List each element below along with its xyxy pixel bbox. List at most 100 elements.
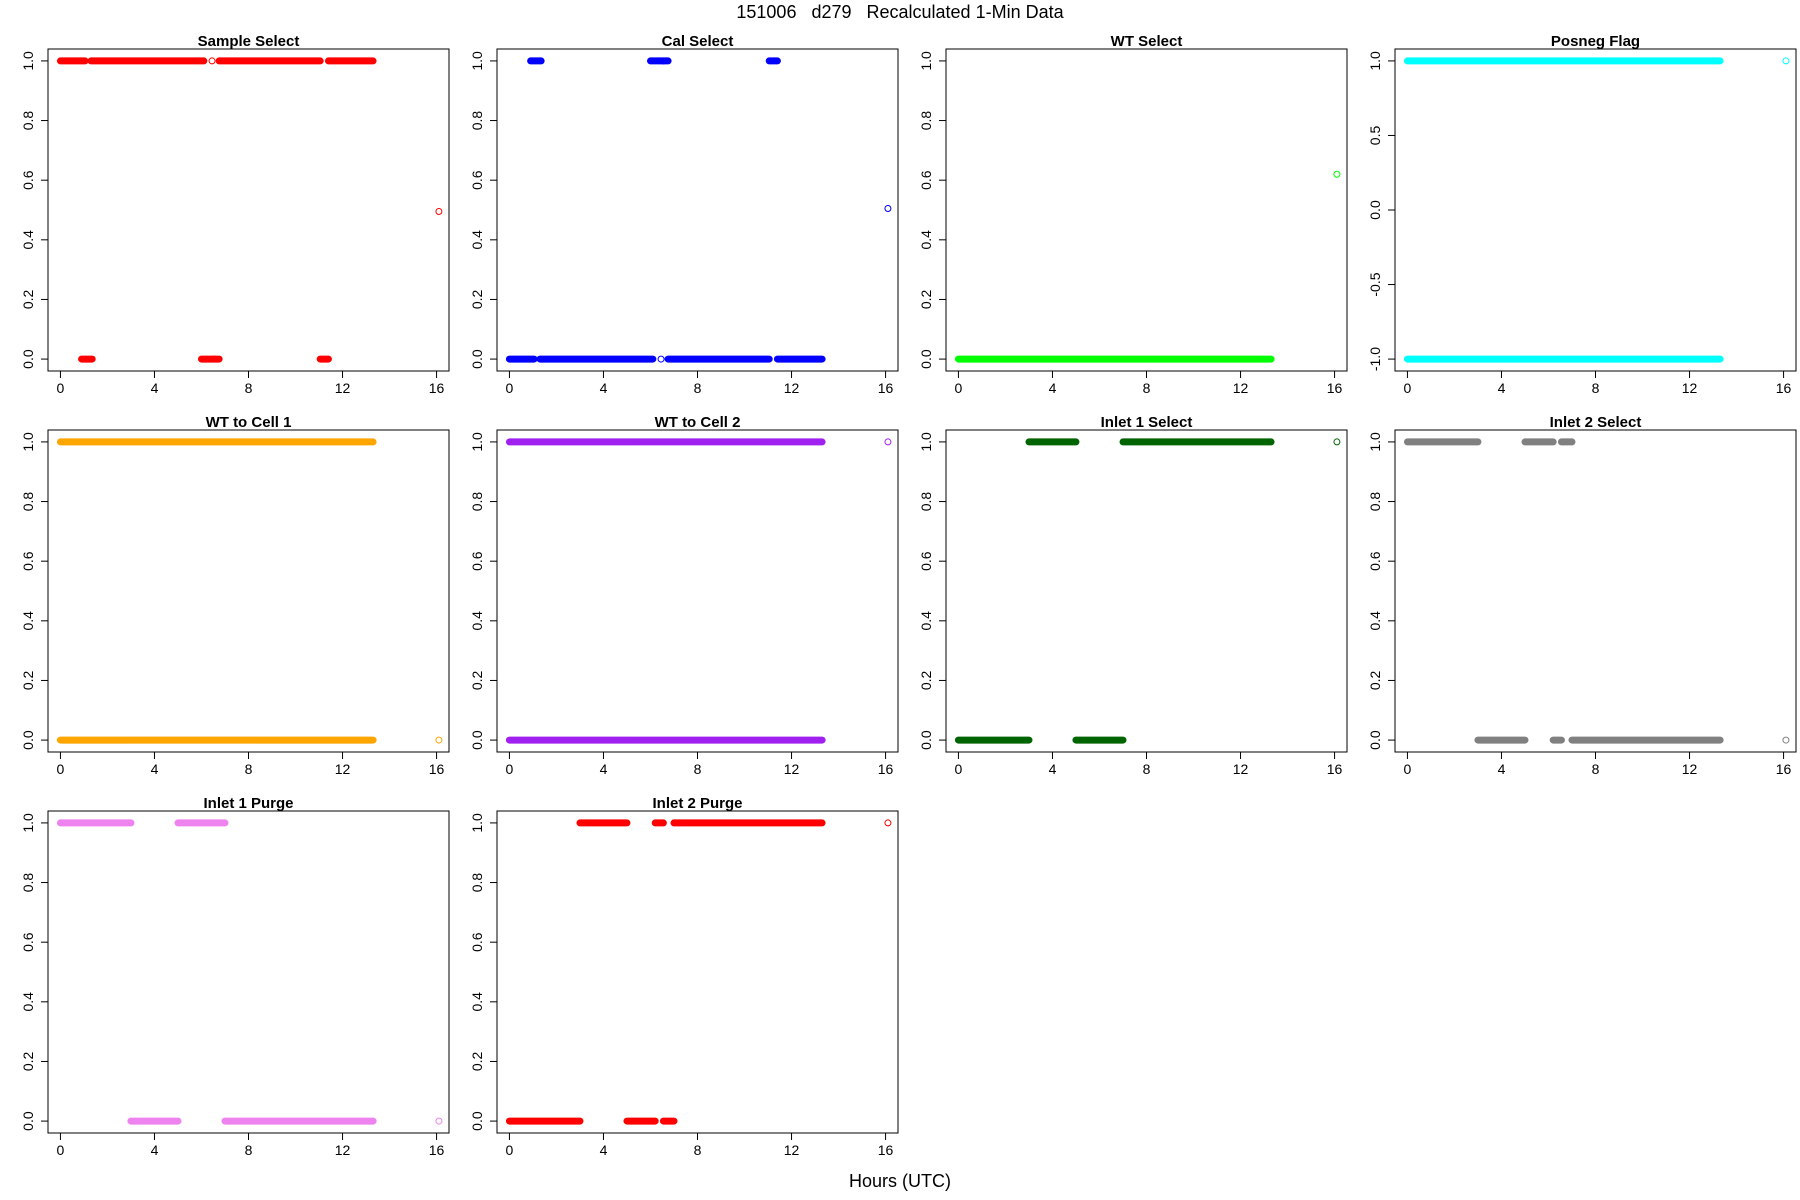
y-tick-label: 0.4 [918,611,934,631]
data-point [1333,170,1341,178]
y-tick-label: 1.0 [469,432,485,452]
y-tick-label: 0.0 [20,1111,36,1131]
y-tick-label: 0.4 [918,230,934,250]
y-tick-label: 0.2 [20,1052,36,1072]
y-tick-label: 0.4 [469,230,485,250]
y-tick-label: 0.2 [469,1052,485,1072]
x-tick-label: 12 [784,761,800,777]
x-tick-label: 16 [878,761,894,777]
panel-title: WT to Cell 2 [655,414,741,431]
y-tick-label: 0.8 [918,492,934,512]
panel-10: Inlet 2 Purge 0 4 8 12 16 0.0 0.2 0.4 0.6 0.8 1.0 [469,795,899,1158]
panel-title: Inlet 1 Purge [203,795,293,812]
x-tick-label: 4 [151,380,159,396]
x-tick-label: 16 [1776,761,1792,777]
data-point [435,1117,443,1125]
x-tick-label: 8 [694,761,702,777]
x-tick-label: 0 [506,1142,514,1158]
data-point [659,57,667,65]
panel-5: WT to Cell 1 0 4 8 12 16 0.0 0.2 0.4 0.6 0.8 1.0 [20,414,450,777]
x-tick-label: 0 [57,761,65,777]
plot-frame [496,48,899,372]
x-tick-label: 4 [1049,761,1057,777]
y-tick-label: 0.6 [20,170,36,190]
panel-title: Cal Select [662,33,734,50]
y-tick-label: 1.0 [20,51,36,71]
y-tick-label: 0.6 [469,551,485,571]
x-tick-label: 12 [1233,380,1249,396]
plot-frame [945,429,1348,753]
x-tick-label: 16 [429,1142,445,1158]
y-tick-label: 0.6 [20,551,36,571]
y-tick-label: 1.0 [469,813,485,833]
data-point [435,207,443,215]
y-tick-label: 0.6 [918,551,934,571]
y-tick-label: 0.0 [20,349,36,369]
y-tick-label: 0.4 [20,230,36,250]
x-tick-label: 16 [878,1142,894,1158]
x-tick-label: 12 [335,380,351,396]
x-tick-label: 8 [1143,761,1151,777]
x-tick-label: 8 [245,761,253,777]
y-tick-label: 0.0 [918,730,934,750]
x-tick-label: 16 [1327,761,1343,777]
page-title: 151006 d279 Recalculated 1-Min Data [736,2,1064,22]
y-tick-label: 1.0 [918,51,934,71]
x-axis-caption: Hours (UTC) [849,1171,951,1191]
panel-8: Inlet 2 Select 0 4 8 12 16 0.0 0.2 0.4 0.6 0.8 1.0 [1367,414,1797,777]
y-tick-label: 0.8 [1367,492,1383,512]
data-point [210,355,218,363]
y-tick-label: 0.4 [469,611,485,631]
x-tick-label: 8 [694,1142,702,1158]
y-tick-label: 1.0 [918,432,934,452]
y-tick-label: 1.0 [1367,51,1383,71]
x-tick-label: 0 [955,761,963,777]
panel-4: Posneg Flag 0 4 8 12 16 -1.0 -0.5 0.0 0.5 1.0 [1367,33,1797,396]
plot-frame [47,48,450,372]
panel-title: Inlet 2 Purge [652,795,742,812]
x-tick-label: 16 [429,761,445,777]
panel-1: Sample Select 0 4 8 12 16 0.0 0.2 0.4 0.6 0.8 1.0 [20,33,450,396]
y-tick-label: 0.0 [469,730,485,750]
panel-title: Sample Select [198,33,300,50]
y-tick-label: 0.8 [469,111,485,131]
x-tick-label: 16 [878,380,894,396]
y-tick-label: 0.0 [469,349,485,369]
x-tick-label: 16 [429,380,445,396]
panel-3: WT Select 0 4 8 12 16 0.0 0.2 0.4 0.6 0.8 1.0 [918,33,1348,396]
x-tick-label: 0 [955,380,963,396]
data-point [1782,736,1790,744]
x-tick-label: 12 [1682,380,1698,396]
y-tick-label: 0.0 [1367,200,1383,220]
x-tick-label: 12 [335,1142,351,1158]
data-point [657,355,665,363]
y-tick-label: -0.5 [1367,272,1383,296]
y-tick-label: 0.2 [469,671,485,691]
panel-title: Inlet 1 Select [1101,414,1193,431]
data-point [435,736,443,744]
y-tick-label: 0.8 [918,111,934,131]
y-tick-label: 0.6 [1367,551,1383,571]
x-tick-label: 4 [151,1142,159,1158]
y-tick-label: 0.2 [918,290,934,310]
x-tick-label: 0 [57,1142,65,1158]
y-tick-label: 0.0 [918,349,934,369]
x-tick-label: 16 [1776,380,1792,396]
x-tick-label: 16 [1327,380,1343,396]
y-tick-label: 0.2 [20,290,36,310]
x-tick-label: 8 [1592,380,1600,396]
x-tick-label: 8 [245,1142,253,1158]
x-tick-label: 8 [1143,380,1151,396]
y-tick-label: 0.0 [469,1111,485,1131]
y-tick-label: 0.4 [1367,611,1383,631]
x-tick-label: 12 [784,380,800,396]
y-tick-label: 0.0 [20,730,36,750]
panel-7: Inlet 1 Select 0 4 8 12 16 0.0 0.2 0.4 0.6 0.8 1.0 [918,414,1348,777]
y-tick-label: 0.6 [918,170,934,190]
panel-6: WT to Cell 2 0 4 8 12 16 0.0 0.2 0.4 0.6 0.8 1.0 [469,414,899,777]
panel-title: Posneg Flag [1551,33,1640,50]
plot-frame [496,429,899,753]
data-point [1782,57,1790,65]
y-tick-label: 0.2 [918,671,934,691]
